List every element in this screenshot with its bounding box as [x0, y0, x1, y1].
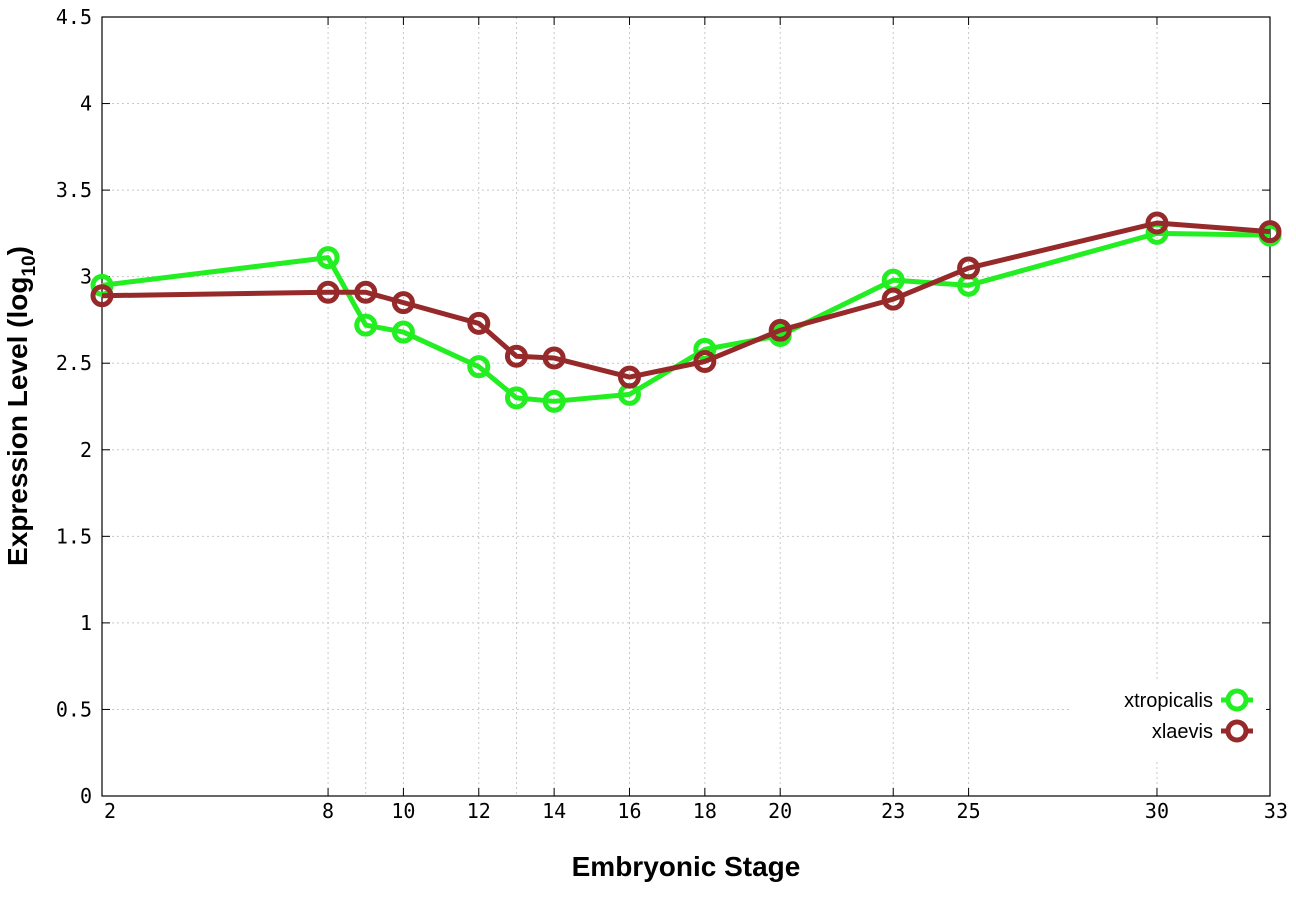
data-point-xlaevis: [768, 318, 792, 342]
y-tick-label: 4: [80, 92, 92, 116]
data-point-xlaevis: [467, 311, 491, 335]
y-axis-title-sub: 10: [19, 255, 40, 276]
data-point-xtropicalis: [504, 386, 528, 410]
y-tick-label: 1: [80, 611, 92, 635]
legend: xtropicalis xlaevis: [1070, 680, 1266, 760]
data-point-xlaevis: [881, 287, 905, 311]
series-lines: [90, 211, 1282, 413]
series-line-xlaevis: [101, 220, 1271, 380]
data-point-xtropicalis: [316, 246, 340, 270]
x-axis-title: Embryonic Stage: [572, 851, 801, 882]
y-axis-title: Expression Level (log10): [2, 246, 40, 566]
x-tick-label: 25: [957, 799, 981, 823]
y-tick-label: 3: [80, 265, 92, 289]
x-axis-ticks: 2 8 10 12 14 16 18 20 23 25 30 33: [101, 17, 1288, 823]
x-tick-label: 16: [617, 799, 641, 823]
x-tick-label: 20: [768, 799, 792, 823]
x-tick-label: 12: [467, 799, 491, 823]
data-point-xlaevis: [957, 256, 981, 280]
y-tick-label: 3.5: [56, 178, 92, 202]
legend-label-xtropicalis: xtropicalis: [1124, 690, 1213, 712]
y-tick-label: 2: [80, 438, 92, 462]
data-point-xlaevis: [1145, 211, 1169, 235]
plot-frame: [101, 16, 1271, 797]
data-point-xtropicalis: [542, 389, 566, 413]
data-point-xlaevis: [693, 349, 717, 373]
data-point-xlaevis: [90, 284, 114, 308]
x-tick-label: 8: [322, 799, 334, 823]
data-point-xlaevis: [354, 280, 378, 304]
data-point-xlaevis: [617, 365, 641, 389]
data-point-xtropicalis: [354, 313, 378, 337]
data-point-xtropicalis: [467, 355, 491, 379]
y-tick-label: 4.5: [56, 5, 92, 29]
x-tick-label: 23: [881, 799, 905, 823]
x-tick-label: 2: [104, 799, 116, 823]
y-tick-label: 0: [80, 784, 92, 808]
data-point-xlaevis: [504, 344, 528, 368]
data-point-xtropicalis: [391, 320, 415, 344]
y-axis-title-close: ): [2, 246, 33, 255]
data-point-xlaevis: [542, 346, 566, 370]
legend-marker-xtropicalis: [1225, 688, 1249, 712]
x-tick-label: 30: [1145, 799, 1169, 823]
legend-label-xlaevis: xlaevis: [1152, 721, 1213, 743]
x-tick-label: 10: [391, 799, 415, 823]
y-tick-label: 0.5: [56, 697, 92, 721]
data-point-xlaevis: [391, 291, 415, 315]
legend-marker-xlaevis: [1225, 719, 1249, 743]
data-point-xlaevis: [316, 280, 340, 304]
y-tick-label: 1.5: [56, 524, 92, 548]
y-axis-title-main: Expression Level (log: [2, 277, 33, 566]
data-point-xlaevis: [1258, 220, 1282, 244]
data-point-xtropicalis: [693, 337, 717, 361]
y-axis-ticks: 0 0.5 1 1.5 2 2.5 3 3.5 4 4.5: [56, 5, 1270, 808]
x-tick-label: 14: [542, 799, 566, 823]
y-tick-label: 2.5: [56, 351, 92, 375]
x-tick-label: 18: [693, 799, 717, 823]
x-tick-label: 33: [1264, 799, 1288, 823]
grid-lines: [102, 17, 1270, 796]
series-line-xtropicalis: [101, 230, 1271, 404]
